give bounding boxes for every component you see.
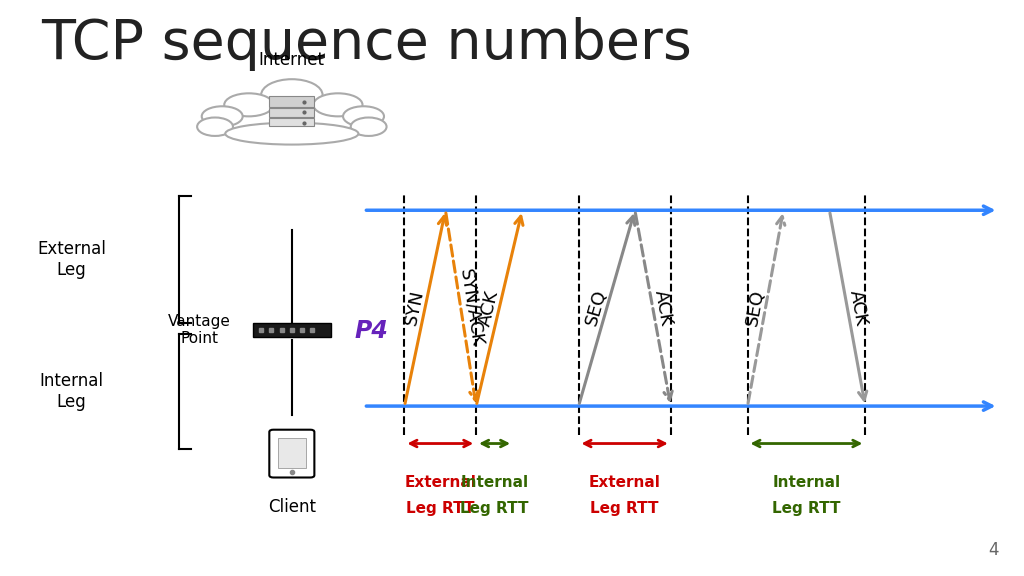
Text: External
Leg: External Leg — [37, 240, 106, 279]
Text: Leg RTT: Leg RTT — [407, 501, 474, 516]
Text: SYN: SYN — [402, 289, 427, 327]
Text: ACK: ACK — [476, 288, 502, 327]
Text: SEQ: SEQ — [742, 288, 767, 328]
Text: Internal: Internal — [772, 475, 841, 490]
Text: Internal
Leg: Internal Leg — [40, 372, 103, 411]
FancyBboxPatch shape — [269, 96, 314, 107]
Text: 4: 4 — [988, 541, 998, 559]
Ellipse shape — [197, 118, 232, 136]
Text: Leg RTT: Leg RTT — [772, 501, 841, 516]
Ellipse shape — [224, 93, 273, 116]
Text: Internal: Internal — [461, 475, 528, 490]
Ellipse shape — [225, 123, 358, 145]
Ellipse shape — [313, 93, 362, 116]
Ellipse shape — [350, 118, 387, 136]
Text: TCP sequence numbers: TCP sequence numbers — [41, 17, 692, 71]
FancyBboxPatch shape — [253, 323, 331, 337]
Ellipse shape — [261, 79, 323, 111]
Text: SYN/ACK: SYN/ACK — [457, 268, 486, 348]
FancyBboxPatch shape — [278, 438, 306, 468]
Text: Vantage
Point: Vantage Point — [168, 314, 231, 346]
Text: SEQ: SEQ — [583, 287, 610, 328]
Text: ACK: ACK — [846, 289, 870, 327]
Text: External: External — [589, 475, 660, 490]
Text: Client: Client — [268, 498, 315, 516]
Text: Internet: Internet — [259, 51, 325, 70]
FancyBboxPatch shape — [269, 118, 314, 126]
FancyBboxPatch shape — [269, 108, 314, 117]
Text: P4: P4 — [354, 319, 389, 343]
Text: Leg RTT: Leg RTT — [591, 501, 658, 516]
Ellipse shape — [343, 106, 384, 127]
Text: Leg RTT: Leg RTT — [461, 501, 528, 516]
FancyBboxPatch shape — [269, 430, 314, 478]
Text: External: External — [404, 475, 476, 490]
Text: ACK: ACK — [651, 289, 676, 327]
Ellipse shape — [202, 106, 243, 127]
